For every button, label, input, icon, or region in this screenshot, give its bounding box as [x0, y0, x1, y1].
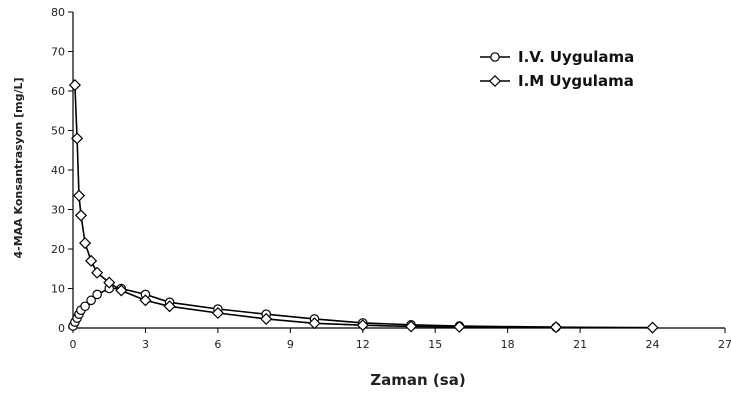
data-point [80, 301, 90, 312]
y-tick-label: 30 [51, 204, 65, 217]
legend-item: I.M Uygulama [480, 72, 634, 90]
data-point [74, 209, 88, 222]
x-tick-label: 9 [287, 338, 294, 351]
x-tick-label: 0 [70, 338, 77, 351]
data-point [71, 132, 84, 145]
series-line [74, 85, 653, 329]
data-point [85, 254, 98, 267]
legend-item: I.V. Uygulama [480, 48, 634, 66]
data-point [405, 320, 418, 333]
series-layer [68, 79, 659, 334]
legend-label: I.M Uygulama [518, 72, 634, 90]
data-point [453, 320, 466, 333]
legend-label: I.V. Uygulama [518, 48, 634, 66]
series-2 [68, 79, 659, 334]
data-point [115, 284, 128, 297]
data-point [79, 237, 92, 250]
y-tick-label: 20 [51, 243, 65, 256]
data-point [68, 79, 81, 92]
y-tick-label: 10 [51, 283, 65, 296]
data-point [308, 317, 321, 330]
y-tick-label: 50 [51, 125, 65, 138]
x-tick-label: 12 [356, 338, 370, 351]
data-point [139, 294, 152, 307]
y-tick-label: 0 [58, 322, 65, 335]
x-axis-label: Zaman (sa) [370, 371, 465, 389]
data-point [356, 319, 369, 332]
data-point [646, 321, 659, 334]
data-point [91, 266, 104, 279]
y-axis: 0 10 20 30 40 50 60 70 80 [51, 6, 74, 335]
legend-marker [488, 74, 502, 88]
x-tick-label: 21 [573, 338, 587, 351]
x-tick-label: 24 [646, 338, 660, 351]
data-point [103, 276, 116, 289]
data-point [260, 312, 273, 325]
y-tick-label: 40 [51, 164, 65, 177]
y-tick-label: 60 [51, 85, 65, 98]
legend-marker [490, 52, 500, 62]
data-point [72, 189, 86, 202]
y-tick-label: 80 [51, 6, 65, 19]
data-point [86, 295, 96, 306]
x-tick-label: 3 [142, 338, 149, 351]
legend: I.V. Uygulama I.M Uygulama [480, 48, 634, 90]
x-tick-label: 27 [718, 338, 731, 351]
data-point [163, 300, 176, 313]
x-tick-label: 15 [428, 338, 442, 351]
x-tick-label: 6 [214, 338, 221, 351]
y-tick-label: 70 [51, 46, 65, 59]
x-tick-label: 18 [501, 338, 515, 351]
data-point [92, 289, 102, 300]
data-point [211, 306, 224, 320]
x-axis: 0 3 6 9 12 15 18 21 24 27 [70, 327, 731, 351]
data-point [549, 321, 563, 334]
y-axis-label: 4-MAA Konsantrasyon [mg/L] [12, 77, 25, 258]
